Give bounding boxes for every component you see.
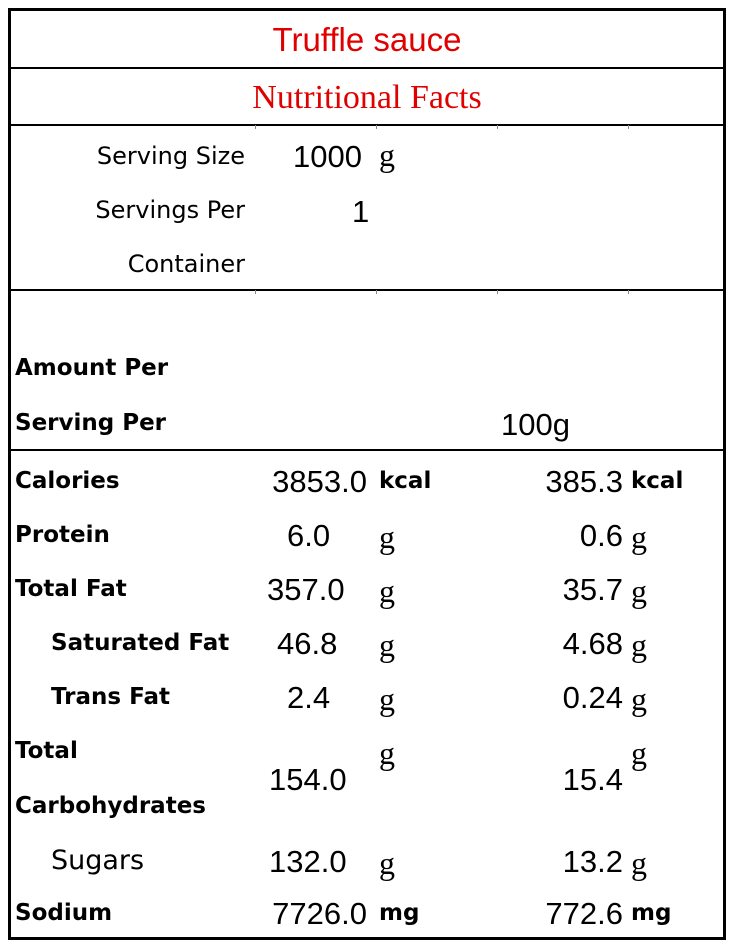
protein-total: 6.0 — [287, 518, 331, 553]
per-100g-header: 100g — [501, 407, 570, 442]
saturated-fat-total: 46.8 — [277, 626, 338, 661]
amount-per-label: Amount Per — [15, 355, 169, 381]
calories-total: 3853.0 — [272, 464, 367, 499]
divider-subtitle — [11, 124, 723, 126]
trans-fat-per100: 0.24 — [562, 680, 623, 715]
nutrient-label-trans-fat: Trans Fat — [51, 684, 170, 710]
servings-per-container-label-2: Container — [127, 250, 245, 278]
serving-size-value: 1000 — [293, 139, 362, 174]
servings-per-container-label-1: Servings Per — [95, 196, 245, 224]
sugars-per100-unit: g — [631, 845, 647, 881]
saturated-fat-total-unit: g — [379, 627, 395, 663]
sugars-total-unit: g — [379, 845, 395, 881]
total-carbohydrates-per100: 15.4 — [562, 762, 623, 797]
calories-per100: 385.3 — [545, 464, 623, 499]
servings-per-container-value: 1 — [352, 194, 370, 229]
trans-fat-total-unit: g — [379, 681, 395, 717]
sodium-per100: 772.6 — [545, 896, 623, 931]
sugars-total: 132.0 — [269, 844, 347, 879]
total-carbohydrates-per100-unit: g — [631, 735, 647, 771]
total-fat-per100: 35.7 — [562, 572, 623, 607]
saturated-fat-per100: 4.68 — [562, 626, 623, 661]
divider-title — [11, 67, 723, 69]
divider-amount — [11, 449, 723, 451]
nutrient-label-protein: Protein — [15, 522, 110, 548]
nutrient-label-saturated-fat: Saturated Fat — [51, 630, 230, 656]
section-subtitle: Nutritional Facts — [252, 79, 482, 116]
nutrient-label-total-fat: Total Fat — [15, 576, 127, 602]
total-fat-total: 357.0 — [267, 572, 345, 607]
divider-serving — [11, 289, 723, 291]
nutrient-label-calories: Calories — [15, 468, 120, 494]
serving-size-unit: g — [379, 137, 395, 173]
protein-per100: 0.6 — [579, 518, 623, 553]
column-tick — [497, 125, 498, 129]
sodium-per100-unit: mg — [631, 900, 672, 926]
trans-fat-per100-unit: g — [631, 681, 647, 717]
column-tick — [376, 290, 377, 294]
total-fat-total-unit: g — [379, 573, 395, 609]
nutrient-label-sodium: Sodium — [15, 900, 113, 926]
calories-per100-unit: kcal — [631, 468, 684, 494]
column-tick — [497, 290, 498, 294]
sugars-per100: 13.2 — [562, 844, 623, 879]
saturated-fat-per100-unit: g — [631, 627, 647, 663]
nutrient-label-total-carbohydrates-2: Carbohydrates — [15, 793, 206, 819]
trans-fat-total: 2.4 — [287, 680, 331, 715]
product-title: Truffle sauce — [272, 21, 462, 58]
column-tick — [376, 125, 377, 129]
calories-total-unit: kcal — [379, 468, 432, 494]
sodium-total: 7726.0 — [272, 896, 367, 931]
column-tick — [628, 125, 629, 129]
serving-size-label: Serving Size — [96, 142, 245, 170]
column-tick — [255, 290, 256, 294]
sodium-total-unit: mg — [379, 900, 420, 926]
nutrient-label-total-carbohydrates-1: Total — [15, 738, 78, 764]
total-fat-per100-unit: g — [631, 573, 647, 609]
nutrient-label-sugars: Sugars — [51, 845, 145, 876]
serving-per-label: Serving Per — [15, 410, 167, 436]
nutrition-label: Truffle sauce Nutritional Facts Serving … — [8, 8, 726, 940]
total-carbohydrates-total-unit: g — [379, 735, 395, 771]
protein-per100-unit: g — [631, 519, 647, 555]
column-tick — [628, 290, 629, 294]
column-tick — [255, 125, 256, 129]
total-carbohydrates-total: 154.0 — [269, 762, 347, 797]
protein-total-unit: g — [379, 519, 395, 555]
